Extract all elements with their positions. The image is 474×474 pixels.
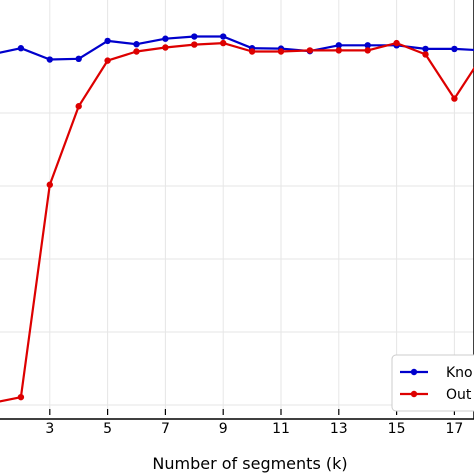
data-point [104,57,111,64]
data-point [422,45,429,53]
x-tick-label: 5 [103,421,112,437]
data-point [75,55,82,63]
legend-label: Out [446,387,472,403]
data-point [75,103,82,110]
data-point [162,44,169,51]
data-point [393,39,400,47]
x-tick-label: 15 [388,421,406,437]
data-point [451,45,458,53]
legend: Kno Out [391,354,474,412]
data-point [422,51,429,58]
data-point [306,47,314,54]
data-point [162,35,169,42]
data-point [133,48,140,55]
data-point [191,41,198,48]
series-group [0,33,474,403]
legend-marker [410,368,418,376]
x-tick-label: 3 [45,421,54,437]
data-point [220,33,227,40]
data-point [277,48,285,55]
x-tick-label: 17 [445,421,463,437]
data-point [364,47,371,54]
data-point [248,48,256,55]
data-point [191,33,198,40]
grid [0,0,474,409]
data-point [133,41,140,48]
x-tick-label: 13 [330,421,348,437]
x-axis: 3 5 7 9 11 13 15 17 [45,409,463,437]
data-point [335,47,342,54]
data-point [364,42,371,49]
data-point [46,56,53,63]
x-tick-label: 7 [161,421,170,437]
legend-box [391,354,474,412]
x-axis-title: Number of segments (k) [152,454,347,473]
data-point [220,39,227,47]
legend-marker [410,390,418,398]
legend-label: Kno [446,365,473,381]
series-line [0,42,474,403]
plot-frame [0,0,474,420]
data-point [17,393,25,401]
x-tick-label: 9 [219,421,228,437]
data-point [104,37,111,45]
data-point [46,181,53,188]
x-tick-label: 11 [272,421,290,437]
data-point [451,95,458,102]
data-point [17,45,25,52]
data-point [335,42,342,49]
